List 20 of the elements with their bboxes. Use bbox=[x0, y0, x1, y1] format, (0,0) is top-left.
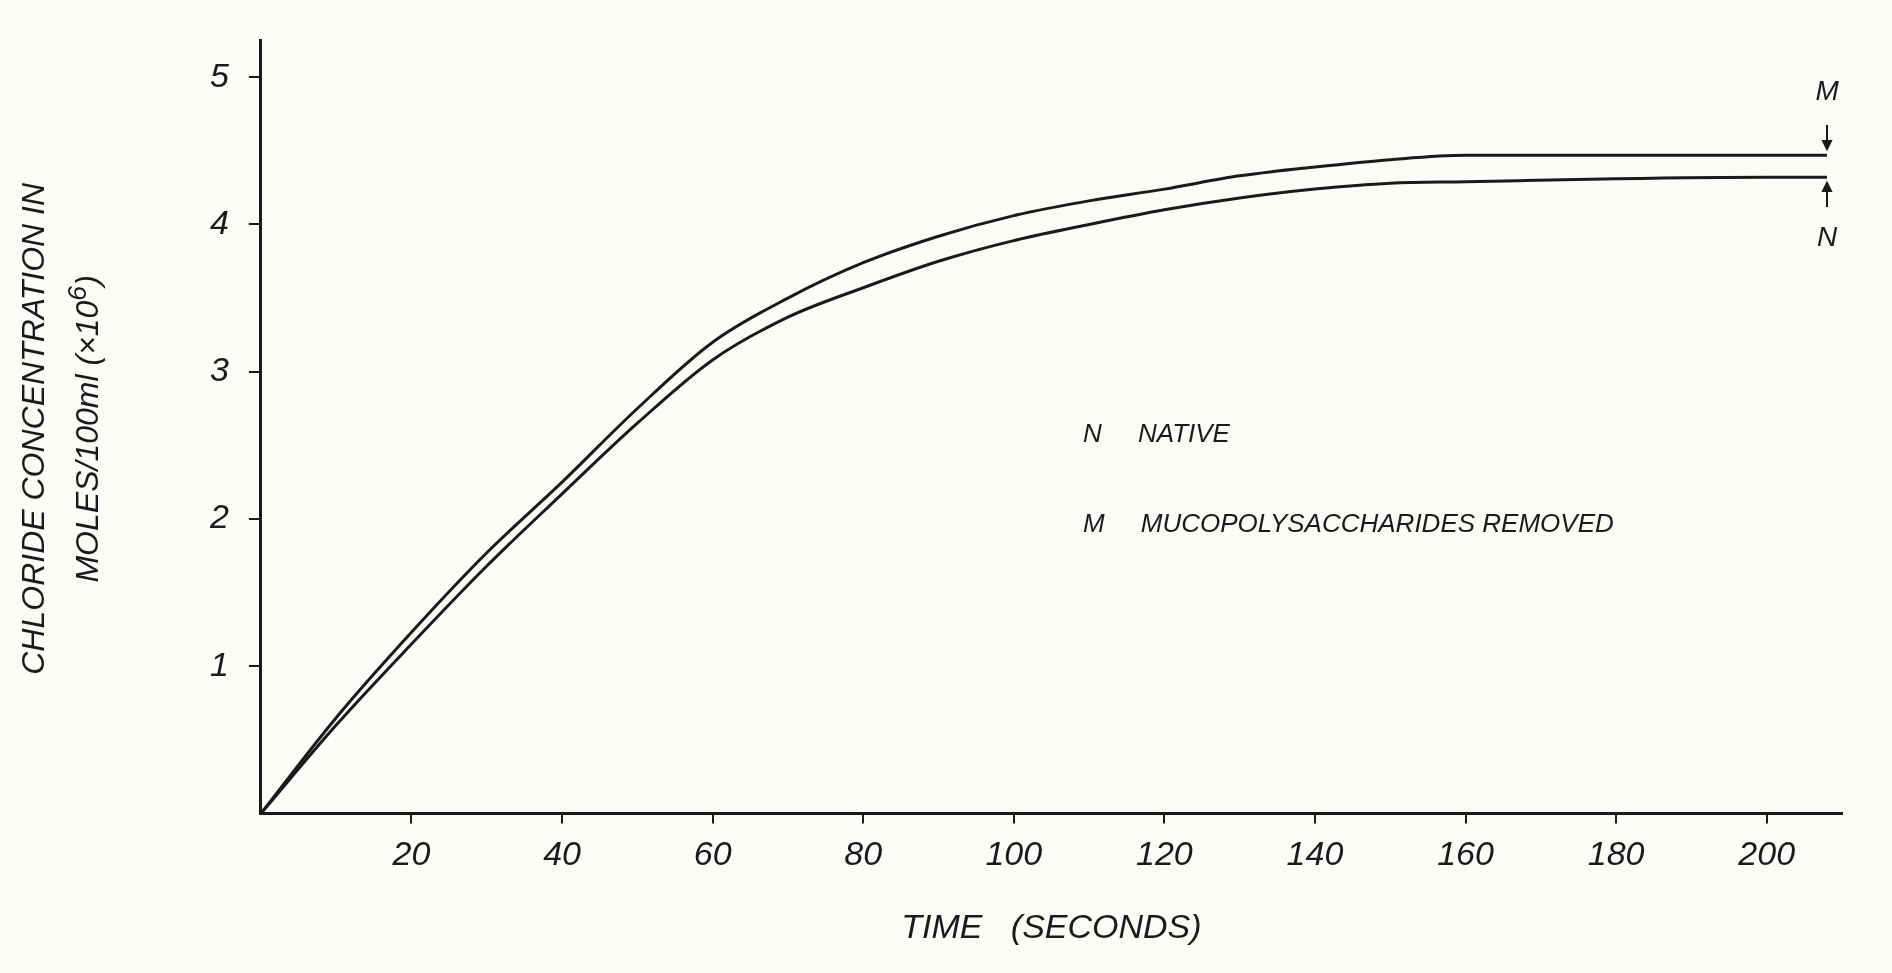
x-axis-title: TIME (SECONDS) bbox=[901, 907, 1202, 946]
y-tick-label: 1 bbox=[209, 644, 229, 683]
y-tick-label: 2 bbox=[208, 497, 229, 536]
x-tick-label: 100 bbox=[985, 834, 1043, 873]
legend-label: N bbox=[1816, 221, 1838, 254]
annotation: N NATIVE bbox=[1083, 417, 1231, 451]
y-tick-label: 3 bbox=[209, 350, 229, 389]
x-tick-label: 80 bbox=[844, 834, 883, 873]
x-tick-label: 160 bbox=[1437, 834, 1494, 873]
series-label: M bbox=[1815, 75, 1839, 108]
x-tick-label: 20 bbox=[391, 834, 431, 873]
x-tick-label: 60 bbox=[693, 834, 732, 873]
x-tick-label: 120 bbox=[1136, 834, 1193, 873]
x-tick-label: 180 bbox=[1587, 834, 1645, 873]
y-tick-label: 5 bbox=[209, 55, 229, 94]
annotation: M MUCOPOLYSACCHARIDES REMOVED bbox=[1083, 507, 1614, 541]
y-tick-label: 4 bbox=[209, 202, 229, 241]
x-tick-label: 140 bbox=[1286, 834, 1344, 873]
x-tick-label: 200 bbox=[1737, 834, 1796, 873]
x-tick-label: 40 bbox=[543, 834, 582, 873]
